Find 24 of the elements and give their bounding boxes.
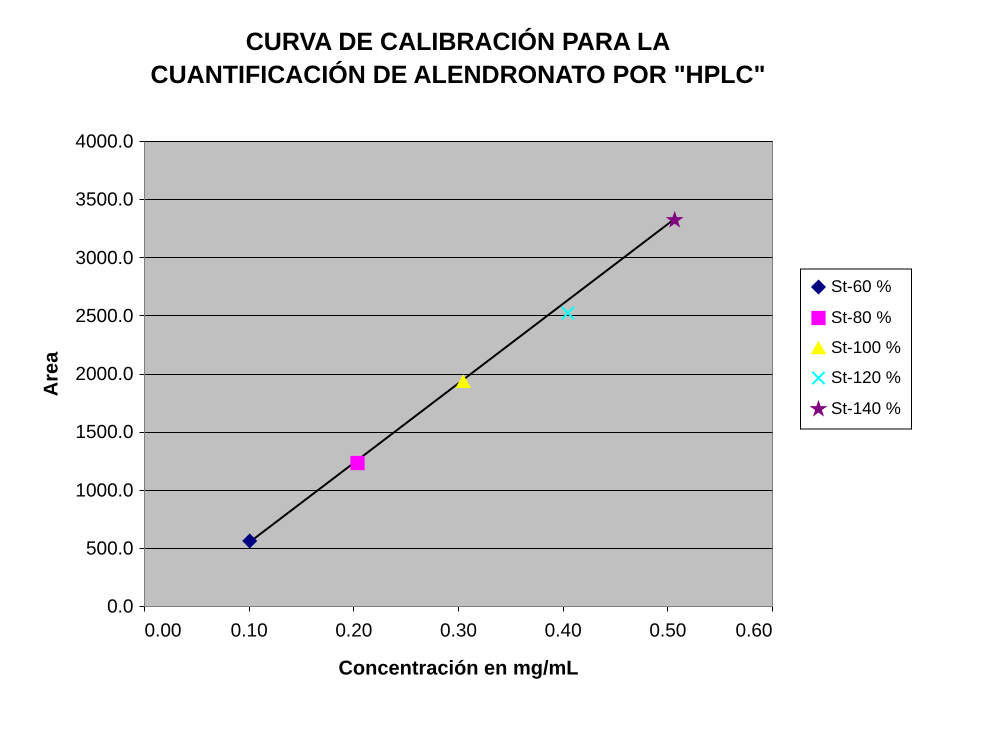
x-tick-label: 0.40 [544, 620, 582, 642]
y-tick-label: 2000.0 [75, 364, 134, 385]
x-tick-label: 0.00 [144, 620, 182, 642]
y-tick-label: 0.0 [107, 596, 134, 618]
x-tick-label: 0.60 [736, 620, 772, 642]
x-tick-label: 0.30 [440, 620, 477, 642]
legend-label: St-100 % [831, 338, 901, 357]
x-tick-label: 0.20 [335, 620, 372, 642]
legend-label: St-120 % [831, 368, 901, 387]
y-tick-label: 4000.0 [75, 132, 134, 152]
chart-title: CURVA DE CALIBRACIÓN PARA LA CUANTIFICACIÓN DE ALENDRONATO POR "HPLC" [150, 27, 766, 89]
y-tick-label: 500.0 [86, 538, 134, 560]
y-tick-label: 3500.0 [75, 190, 134, 211]
x-tick-label: 0.50 [649, 620, 686, 642]
legend-label: St-80 % [831, 308, 892, 327]
x-tick-label: 0.10 [230, 620, 268, 642]
y-axis-title: Area [40, 350, 62, 396]
legend-label: St-60 % [831, 277, 892, 296]
x-axis-title: Concentración en mg/mL [338, 658, 579, 680]
legend-label: St-140 % [831, 399, 901, 418]
y-tick-label: 1500.0 [75, 422, 134, 444]
y-tick-label: 1000.0 [75, 480, 134, 502]
y-tick-label: 2500.0 [75, 306, 134, 327]
y-tick-label: 3000.0 [75, 248, 134, 269]
